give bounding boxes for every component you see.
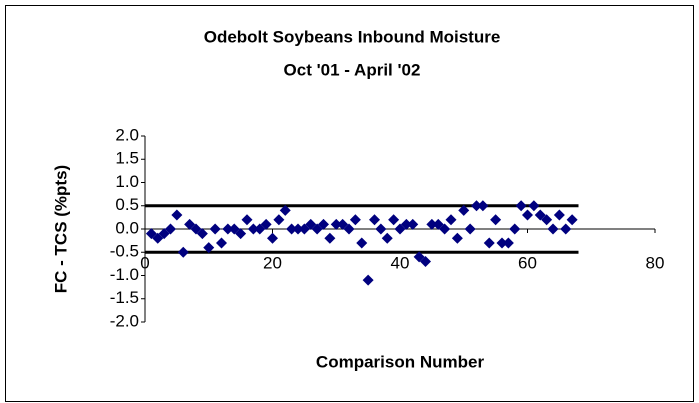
data-point	[458, 204, 470, 216]
data-point	[528, 200, 540, 212]
data-point	[400, 218, 412, 230]
chart-border	[5, 5, 694, 402]
y-tick-label: 0.0	[115, 218, 139, 237]
chart-subtitle: Oct '01 - April '02	[284, 60, 421, 79]
y-tick-label: 1.0	[115, 172, 139, 191]
data-point	[394, 223, 406, 235]
data-point	[407, 218, 419, 230]
data-point	[477, 200, 489, 212]
data-point	[541, 214, 553, 226]
data-point	[432, 218, 444, 230]
data-point	[235, 228, 247, 240]
data-point	[305, 218, 317, 230]
data-point	[337, 218, 349, 230]
data-point	[254, 223, 266, 235]
data-point	[515, 200, 527, 212]
data-point	[445, 214, 457, 226]
data-point	[203, 242, 215, 254]
chart-title: Odebolt Soybeans Inbound Moisture	[204, 27, 501, 46]
y-tick-label: -1.0	[110, 265, 139, 284]
data-point	[330, 218, 342, 230]
data-point	[311, 223, 323, 235]
data-point	[196, 228, 208, 240]
data-point	[292, 223, 304, 235]
x-tick-label: 80	[646, 253, 665, 272]
y-tick-label: 1.5	[115, 149, 139, 168]
data-point	[560, 223, 572, 235]
data-point	[356, 237, 368, 249]
data-point	[145, 228, 157, 240]
data-point	[286, 223, 298, 235]
data-point	[464, 223, 476, 235]
data-point	[209, 223, 221, 235]
data-point	[534, 209, 546, 221]
data-point	[241, 214, 253, 226]
data-point	[420, 256, 431, 268]
data-point	[439, 223, 451, 235]
data-point	[381, 232, 393, 244]
data-point	[413, 251, 425, 263]
data-point	[216, 237, 227, 249]
data-point	[267, 232, 278, 244]
y-tick-label: 2.0	[115, 125, 139, 144]
data-point	[375, 223, 387, 235]
data-point	[318, 218, 329, 230]
y-tick-label: -0.5	[110, 242, 139, 261]
data-point	[451, 232, 463, 244]
data-point	[247, 223, 259, 235]
data-point	[165, 223, 176, 235]
data-point	[343, 223, 355, 235]
data-point	[260, 218, 272, 230]
data-point	[471, 200, 482, 212]
data-point	[228, 223, 240, 235]
data-point	[152, 232, 164, 244]
x-tick-label: 40	[391, 253, 410, 272]
data-point	[298, 223, 310, 235]
x-axis-title: Comparison Number	[316, 352, 485, 371]
data-point	[502, 237, 514, 249]
data-point	[490, 214, 502, 226]
data-point	[509, 223, 521, 235]
data-point	[483, 237, 495, 249]
data-point	[349, 214, 361, 226]
data-point	[190, 223, 202, 235]
data-point	[184, 218, 196, 230]
data-point	[158, 228, 170, 240]
data-point	[426, 218, 438, 230]
data-point	[222, 223, 234, 235]
y-tick-label: 0.5	[115, 195, 139, 214]
data-point	[324, 232, 336, 244]
y-axis-title: FC - TCS (%pts)	[51, 165, 70, 293]
data-point	[369, 214, 380, 226]
data-point	[522, 209, 533, 221]
data-point	[177, 246, 189, 258]
data-point	[496, 237, 508, 249]
data-point	[566, 214, 578, 226]
y-tick-label: -2.0	[110, 311, 139, 330]
data-point	[547, 223, 559, 235]
data-point	[273, 214, 285, 226]
data-point	[388, 214, 400, 226]
x-tick-label: 60	[518, 253, 537, 272]
x-tick-label: 0	[140, 253, 149, 272]
data-point	[171, 209, 183, 221]
x-tick-label: 20	[263, 253, 282, 272]
data-point	[279, 204, 291, 216]
data-point	[362, 274, 374, 286]
y-tick-label: -1.5	[110, 288, 139, 307]
data-point	[553, 209, 565, 221]
